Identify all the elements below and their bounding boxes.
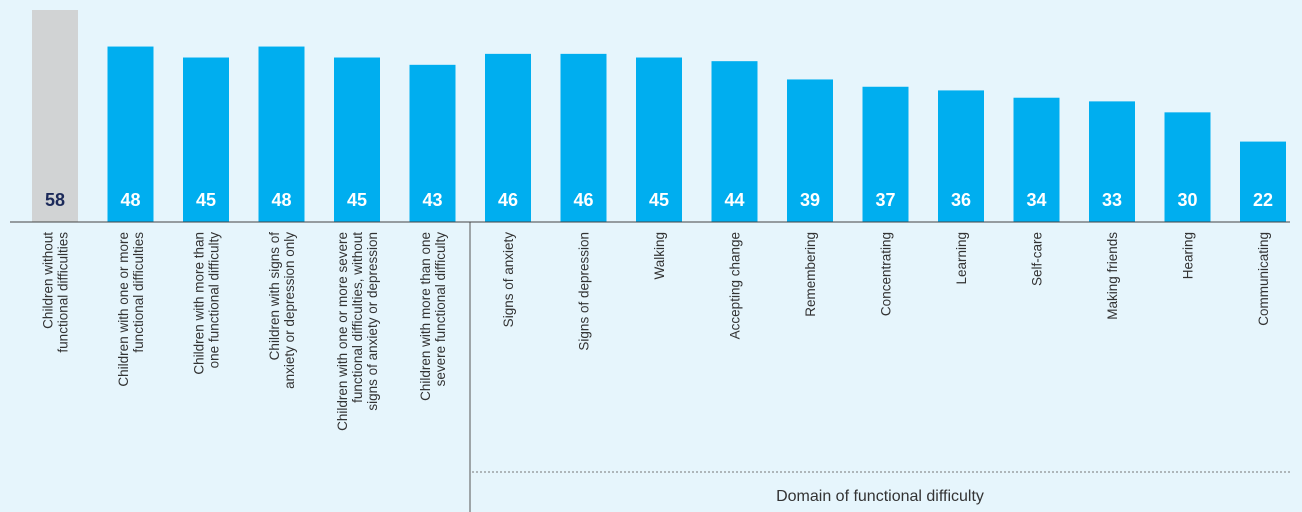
bar xyxy=(787,79,833,222)
group-label: Domain of functional difficulty xyxy=(776,488,984,505)
value-label: 30 xyxy=(1177,190,1197,210)
value-label: 44 xyxy=(724,190,744,210)
value-label: 58 xyxy=(45,190,65,210)
bar xyxy=(711,61,758,223)
x-tick-label: Learning xyxy=(954,232,969,285)
value-label: 46 xyxy=(498,190,518,210)
bar xyxy=(334,57,380,222)
x-tick-label: Signs of depression xyxy=(577,232,592,351)
value-label: 45 xyxy=(196,190,216,210)
bar xyxy=(938,90,984,223)
bar xyxy=(862,86,909,222)
x-tick-label: Walking xyxy=(652,232,667,280)
value-label: 48 xyxy=(120,190,140,210)
value-label: 36 xyxy=(951,190,971,210)
bar xyxy=(1013,97,1060,222)
x-tick-label: Concentrating xyxy=(879,232,894,316)
x-tick-label: Signs of anxiety xyxy=(501,232,516,328)
bar xyxy=(560,53,607,223)
bar xyxy=(1089,101,1135,222)
x-tick-label: Children with more thanone functional di… xyxy=(192,232,222,375)
x-tick-label: Children with one or more severefunction… xyxy=(335,232,380,431)
value-label: 22 xyxy=(1253,190,1273,210)
x-tick-label: Children with signs ofanxiety or depress… xyxy=(267,232,297,389)
value-label: 45 xyxy=(649,190,669,210)
x-tick-label: Self-care xyxy=(1030,232,1045,286)
x-tick-label: Making friends xyxy=(1105,232,1120,320)
value-label: 33 xyxy=(1102,190,1122,210)
bar xyxy=(409,64,456,223)
bar xyxy=(636,57,682,222)
x-tick-label: Accepting change xyxy=(728,232,743,339)
bar xyxy=(258,46,305,222)
value-label: 39 xyxy=(800,190,820,210)
value-label: 37 xyxy=(875,190,895,210)
bar xyxy=(1240,141,1286,222)
value-label: 43 xyxy=(422,190,442,210)
x-tick-label: Children with one or morefunctional diff… xyxy=(116,232,146,387)
x-tick-label: Children withoutfunctional difficulties xyxy=(41,232,71,353)
bar xyxy=(107,46,154,222)
x-tick-label: Hearing xyxy=(1181,232,1196,279)
bar xyxy=(1164,112,1211,222)
value-label: 48 xyxy=(271,190,291,210)
value-label: 46 xyxy=(573,190,593,210)
bar xyxy=(32,10,78,222)
x-tick-label: Remembering xyxy=(803,232,818,317)
value-label: 34 xyxy=(1026,190,1046,210)
value-label: 45 xyxy=(347,190,367,210)
x-tick-label: Communicating xyxy=(1256,232,1271,326)
bar xyxy=(183,57,229,222)
bar xyxy=(485,53,531,223)
x-tick-label: Children with more than onesevere functi… xyxy=(418,232,448,401)
